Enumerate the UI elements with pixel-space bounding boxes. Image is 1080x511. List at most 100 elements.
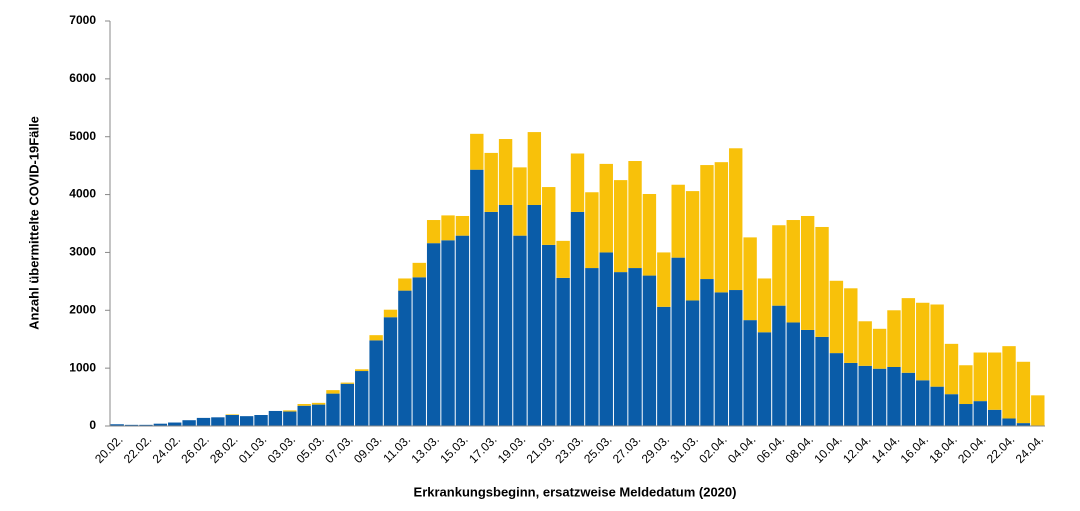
bar-segment xyxy=(426,220,441,244)
bar-segment xyxy=(513,235,527,426)
bar-segment xyxy=(858,321,872,366)
bar-segment xyxy=(455,235,470,426)
bar-segment xyxy=(642,275,657,426)
bar-segment xyxy=(628,161,642,269)
x-tick-label: 14.04. xyxy=(869,432,902,465)
x-axis-title: Erkrankungsbeginn, ersatzweise Meldedatu… xyxy=(414,484,737,499)
bar-segment xyxy=(887,366,901,426)
bar-segment xyxy=(139,424,153,426)
x-tick-label: 01.03. xyxy=(236,432,269,465)
bar-segment xyxy=(944,394,959,426)
bar-segment xyxy=(455,215,470,236)
bar-segment xyxy=(470,169,484,426)
x-tick-label: 24.04. xyxy=(1013,432,1046,465)
bar-segment xyxy=(239,416,254,426)
bar-segment xyxy=(124,424,139,426)
x-tick-label: 04.04. xyxy=(725,432,758,465)
bar-segment xyxy=(1031,395,1045,426)
x-tick-label: 26.02. xyxy=(178,432,211,465)
x-tick-label: 05.03. xyxy=(293,432,326,465)
bar-segment xyxy=(671,184,685,258)
bar-segment xyxy=(1002,346,1016,419)
bar-segment xyxy=(527,204,542,426)
bar-segment xyxy=(484,152,498,212)
bar-segment xyxy=(800,329,815,426)
bar-segment xyxy=(542,244,556,426)
y-tick-label: 6000 xyxy=(69,71,96,85)
bar-segment xyxy=(182,420,196,426)
bar-segment xyxy=(901,372,916,426)
bar-segment xyxy=(340,383,355,426)
x-tick-label: 24.02. xyxy=(150,432,183,465)
bar-segment xyxy=(311,404,326,426)
x-tick-label: 15.03. xyxy=(437,432,470,465)
bar-segment xyxy=(340,382,355,384)
x-tick-label: 13.03. xyxy=(409,432,442,465)
bar-segment xyxy=(398,290,412,426)
bar-segment xyxy=(110,424,124,426)
x-tick-label: 19.03. xyxy=(495,432,528,465)
bar-segment xyxy=(714,292,729,426)
bar-segment xyxy=(441,240,455,426)
bar-segment xyxy=(268,410,283,426)
x-tick-label: 06.04. xyxy=(754,432,787,465)
x-tick-label: 25.03. xyxy=(581,432,614,465)
bar-segment xyxy=(283,410,297,412)
bar-segment xyxy=(987,352,1002,410)
bar-segment xyxy=(959,404,973,426)
bar-segment xyxy=(225,415,239,426)
x-tick-label: 16.04. xyxy=(898,432,931,465)
y-tick-label: 7000 xyxy=(69,13,96,27)
bar-segment xyxy=(297,404,311,406)
x-tick-label: 11.03. xyxy=(380,432,413,465)
bar-segment xyxy=(570,211,585,426)
bar-segment xyxy=(585,192,599,269)
bar-segment xyxy=(944,343,959,395)
bar-segment xyxy=(383,309,398,318)
x-tick-label: 02.04. xyxy=(696,432,729,465)
bar-segment xyxy=(973,352,987,402)
bar-segment xyxy=(484,211,498,426)
y-axis-title: Anzahl übermittelte COVID-19Fälle xyxy=(26,116,41,330)
bar-segment xyxy=(671,257,685,426)
bar-segment xyxy=(254,415,268,426)
bar-segment xyxy=(498,204,513,426)
bar-segment xyxy=(628,268,642,426)
bar-segment xyxy=(1002,418,1016,426)
bar-segment xyxy=(729,290,743,426)
bar-segment xyxy=(858,365,872,426)
x-tick-label: 22.02. xyxy=(121,432,154,465)
bar-segment xyxy=(326,390,340,394)
bar-segment xyxy=(355,371,369,426)
y-tick-label: 1000 xyxy=(69,360,96,374)
bar-segment xyxy=(872,368,887,426)
bar-segment xyxy=(470,133,484,170)
bar-segment xyxy=(398,278,412,291)
bar-segment xyxy=(412,262,426,278)
bar-segment xyxy=(700,279,714,426)
bar-segment xyxy=(642,193,657,276)
bar-segment xyxy=(743,320,757,426)
bar-segment xyxy=(657,306,671,426)
bar-segment xyxy=(930,304,944,387)
bar-segment xyxy=(153,423,168,426)
bar-segment xyxy=(585,268,599,426)
bar-segment xyxy=(815,226,829,337)
bar-segment xyxy=(369,340,383,426)
bar-segment xyxy=(916,380,930,426)
y-tick-label: 4000 xyxy=(69,187,96,201)
bar-segment xyxy=(283,411,297,426)
x-tick-label: 22.04. xyxy=(984,432,1017,465)
x-tick-label: 18.04. xyxy=(926,432,959,465)
x-tick-label: 09.03. xyxy=(351,432,384,465)
bar-segment xyxy=(542,187,556,245)
bar-segment xyxy=(498,139,513,205)
x-tick-label: 27.03. xyxy=(610,432,643,465)
bar-segment xyxy=(800,215,815,330)
bar-segment xyxy=(829,353,844,426)
bar-segment xyxy=(829,280,844,354)
bar-segment xyxy=(685,191,700,301)
bar-segment xyxy=(613,180,628,273)
bar-segment xyxy=(772,305,786,426)
bar-segment xyxy=(729,148,743,291)
